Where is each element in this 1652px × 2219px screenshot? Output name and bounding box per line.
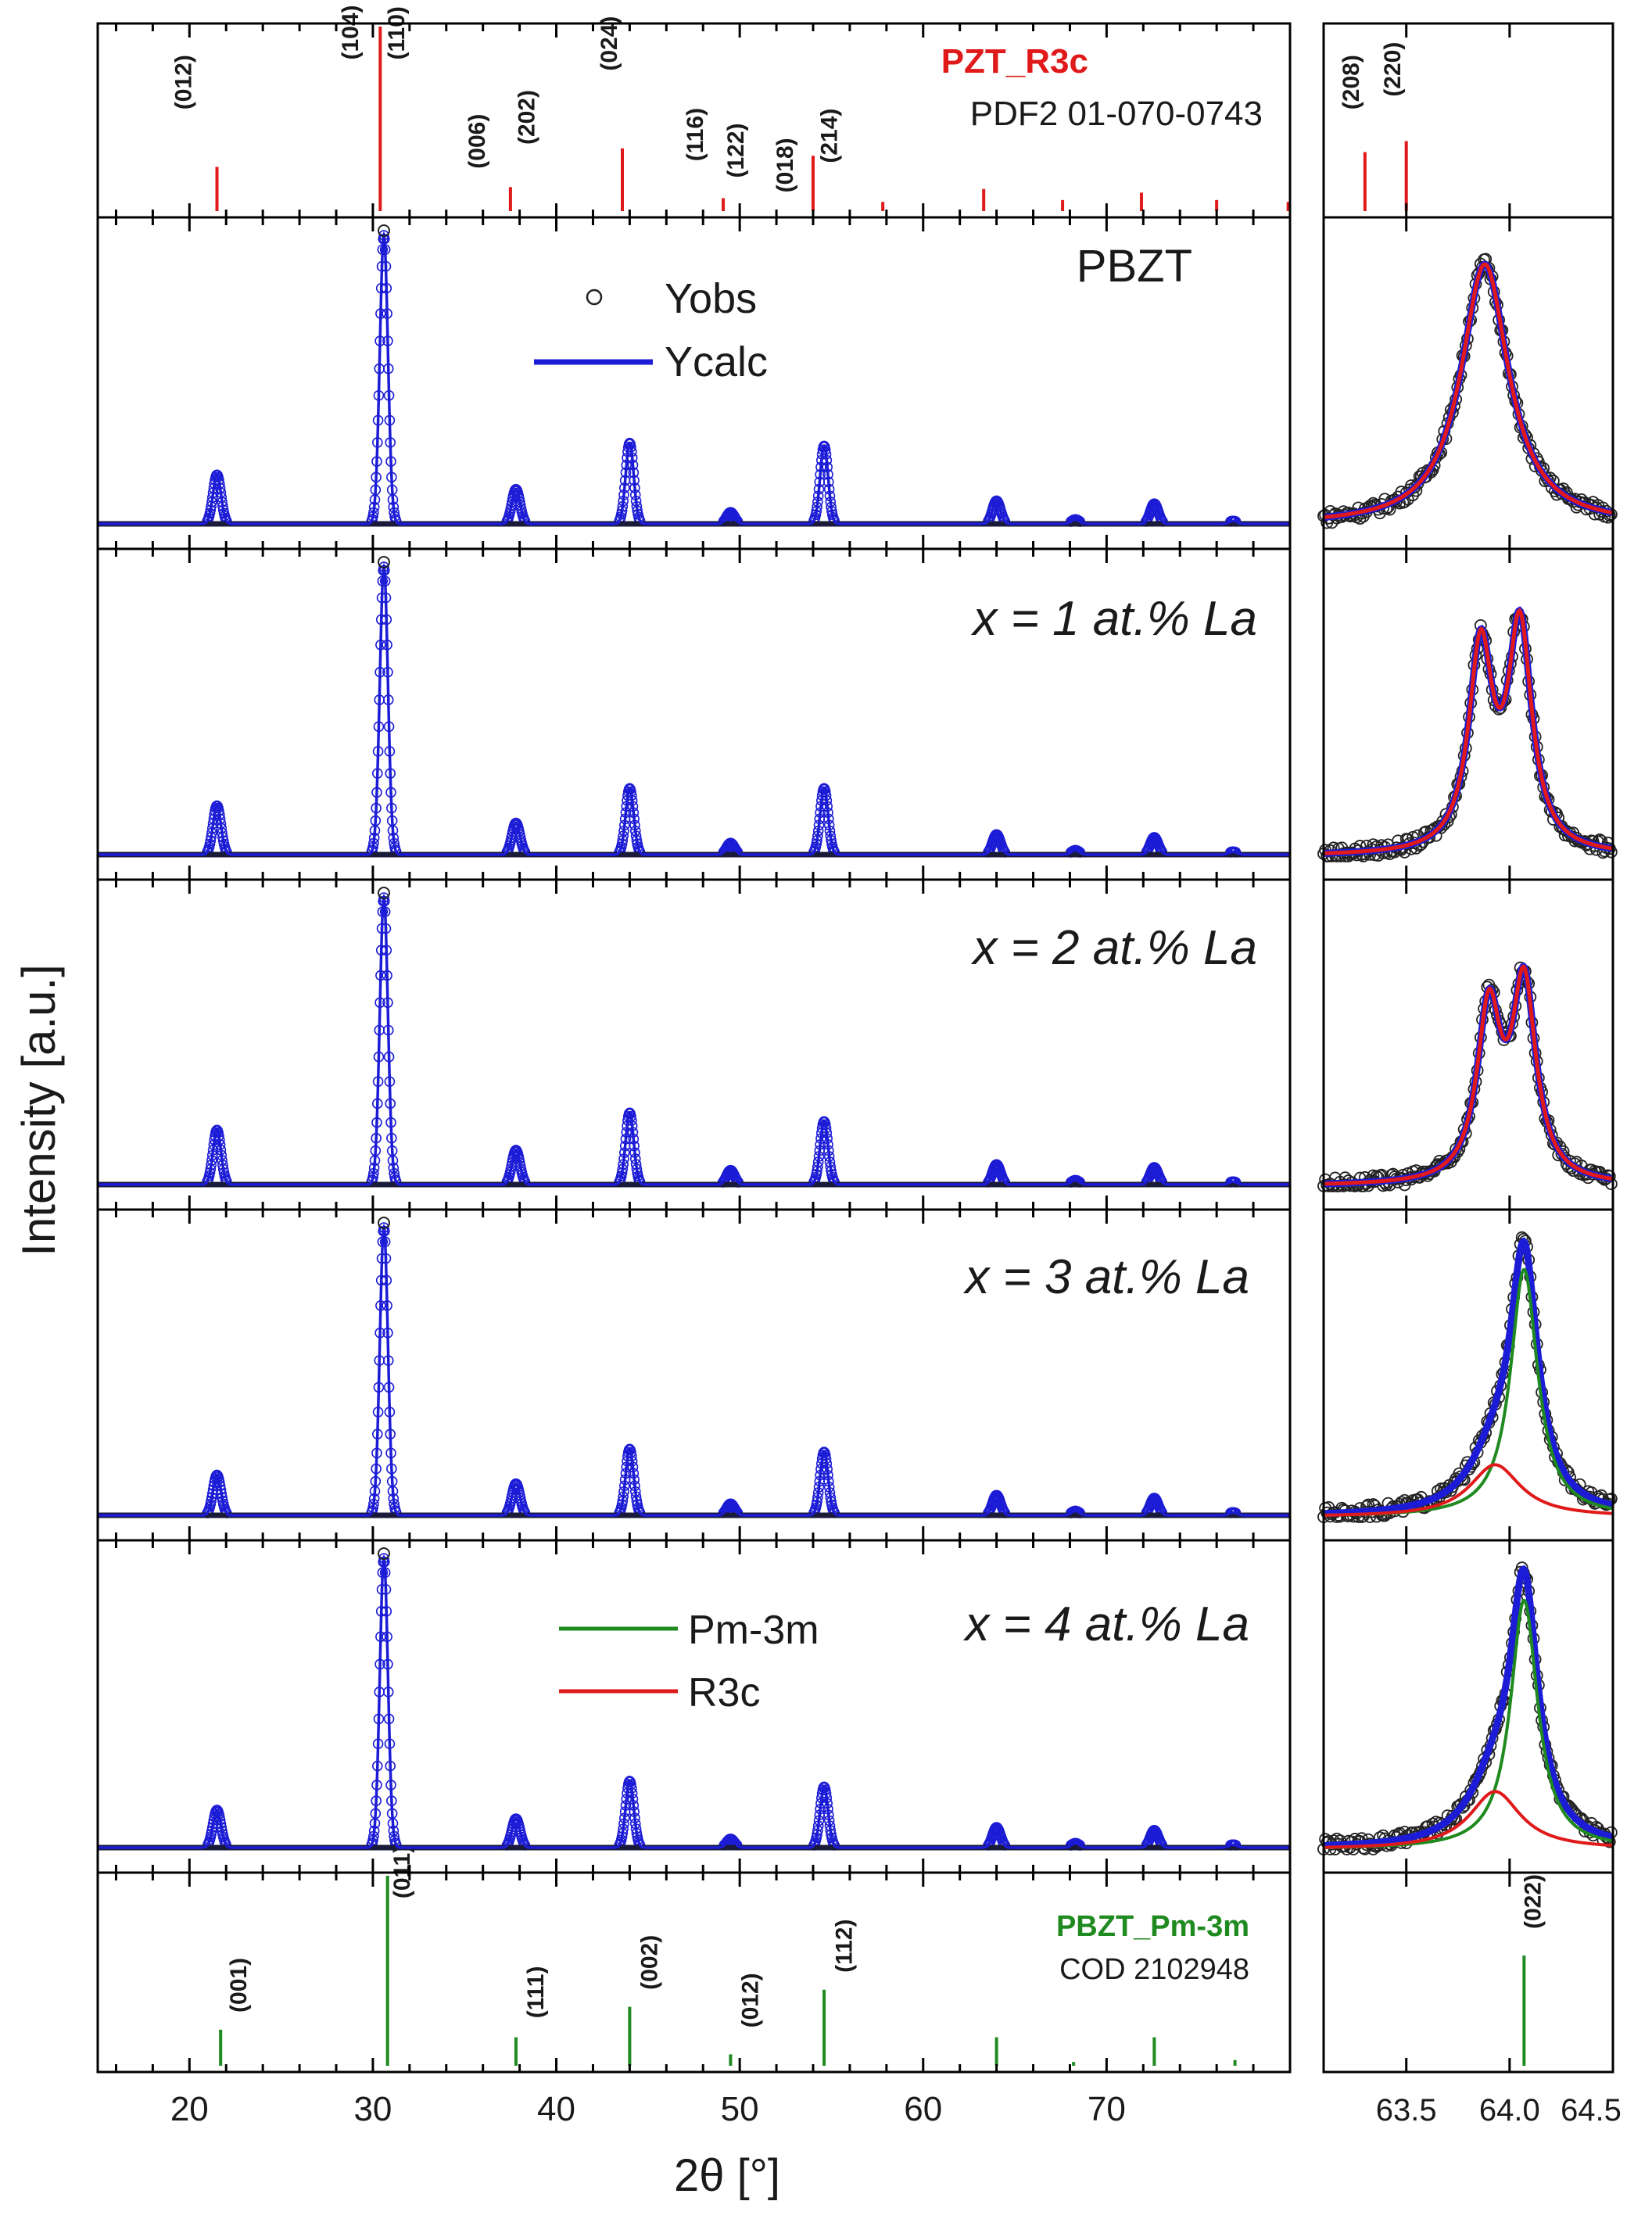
ycalc-line [98,1554,1290,1849]
ref-r3c-hkl-label: (116) [683,108,708,161]
ref-r3c-hkl-label: (214) [817,109,843,163]
ref-r3c-hkl-label: (012) [171,55,197,109]
ref-r3c-hkl-label: (122) [723,123,749,177]
legend-yobs-label: Yobs [665,275,757,322]
panel-label-x3: x = 3 at.% La [962,1250,1249,1304]
zoom-ycalc-line [1323,1237,1614,1518]
zoom-ref-r3c-hkl-label: (220) [1380,42,1406,97]
yobs-apex-point [378,887,390,899]
panel-label-pbzt: PBZT [1077,241,1192,292]
ref-pm3m-hkl-label: (001) [226,1958,252,2013]
zoom-r3c-line [1323,1463,1613,1517]
ycalc-line [98,893,1290,1186]
y-axis-title: Intensity [a.u.] [13,964,65,1256]
ref-pm3m-hkl-label: (112) [831,1920,857,1973]
legend-x4: Pm-3m R3c [559,1608,819,1715]
zoom-plot-column: (208) (220) (022) [1317,42,1618,2066]
ycalc-line [98,562,1290,856]
zoom-r3c-line [1323,964,1613,1186]
legend-yobs-marker [586,289,603,306]
ref-r3c-title: PZT_R3c [941,42,1088,81]
legend-pm3m-label: Pm-3m [688,1608,819,1653]
zoom-r3c-line [1323,262,1613,520]
panel-label-x2: x = 2 at.% La [970,921,1257,975]
ycalc-line [98,231,1290,525]
main-tick-label: 70 [1088,2090,1126,2128]
ref-pm3m-title: PBZT_Pm-3m [1056,1910,1249,1943]
ref-pm3m-hkl-label: (012) [738,1973,764,2027]
main-panel-frame [96,1871,1292,2074]
main-tick-label: 60 [904,2090,942,2128]
ref-r3c-hkl-label: (024) [597,16,622,71]
yobs-apex-point [378,1547,390,1560]
ref-r3c-hkl-label: (202) [514,90,539,145]
zoom-ref-pm3m-hkl-label: (022) [1521,1874,1546,1929]
ref-r3c-subtitle: PDF2 01-070-0743 [970,95,1263,133]
panel-frames [96,22,1614,2074]
ycalc-line [98,1223,1290,1517]
ref-r3c-hkl-label: (110) [384,6,410,59]
zoom-ref-r3c-hkl-label: (208) [1338,55,1364,109]
zoom-panel-frame [1322,1871,1614,2074]
yobs-apex-point [378,1217,390,1229]
main-tick-label: 50 [721,2090,759,2128]
axis-ticks: 20 30 40 50 60 70 63.5 64.0 64.5 [114,23,1622,2128]
x-axis-title: 2θ [°] [674,2150,780,2201]
zoom-r3c-line [1323,608,1613,855]
legend-r3c-label: R3c [688,1670,760,1715]
zoom-ycalc-line [1323,1565,1614,1850]
zoom-tick-label: 63.5 [1376,2093,1437,2128]
main-tick-label: 40 [537,2090,575,2128]
ref-pm3m-hkl-label: (111) [523,1966,549,2019]
yobs-apex-point [378,224,390,237]
ref-r3c-hkl-label: (006) [464,114,490,169]
ref-r3c-hkl-label: (018) [772,138,798,192]
legend-ycalc-label: Ycalc [665,339,768,385]
ref-r3c-hkl-label: (104) [338,5,364,59]
main-tick-label: 30 [353,2090,392,2128]
ref-pm3m-subtitle: COD 2102948 [1059,1953,1249,1986]
panel-label-x1: x = 1 at.% La [970,592,1257,646]
main-plot-column: (012) (104) (110) (006) (202) (024) (116) (122)… [98,5,1290,2066]
zoom-r3c-line [1323,1790,1613,1849]
legend-pbzt: Yobs Ycalc [534,275,768,385]
zoom-tick-label: 64.0 [1479,2093,1540,2128]
yobs-apex-point [378,556,390,568]
main-tick-label: 20 [170,2090,209,2128]
zoom-tick-label: 64.5 [1561,2093,1622,2128]
ref-pm3m-hkl-label: (002) [637,1935,663,1990]
panel-label-x4: x = 4 at.% La [962,1597,1249,1651]
